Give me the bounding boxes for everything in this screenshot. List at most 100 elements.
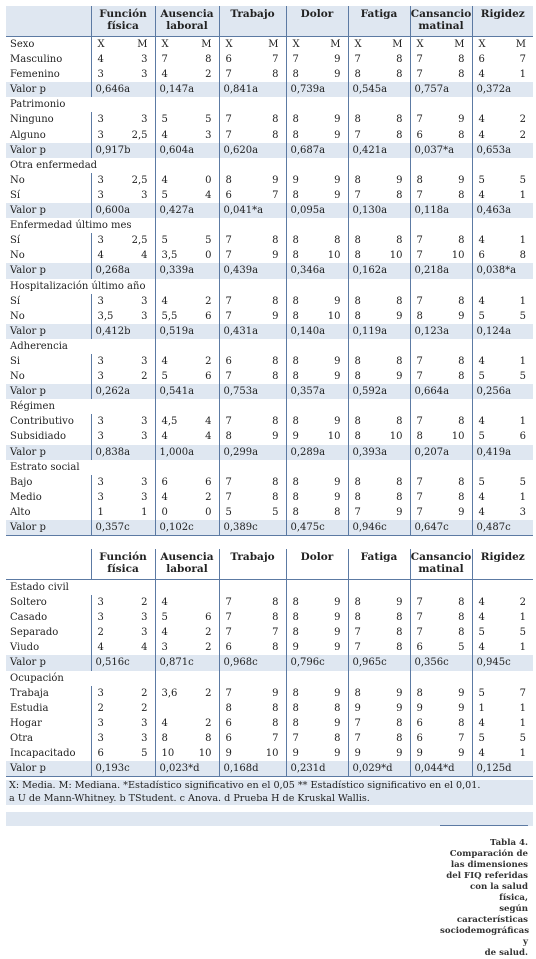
- median-value: 2: [205, 717, 212, 729]
- row-label: Sí: [10, 295, 21, 307]
- p-value-cell: 0,463a: [471, 203, 533, 219]
- p-value-cell: 0,029*d: [347, 761, 410, 778]
- p-value-cell: 0,218a: [409, 263, 472, 279]
- median-value: 3: [141, 717, 148, 729]
- stat-pair: 10 10: [156, 746, 219, 761]
- mean-value: 9: [354, 702, 361, 714]
- mean-value: 6: [478, 250, 485, 262]
- mean-value: 3: [97, 687, 104, 699]
- median-value: 8: [458, 69, 465, 81]
- mean-value: 5: [478, 627, 485, 639]
- mean-value: 5: [161, 612, 168, 624]
- mean-value: 3: [97, 597, 104, 609]
- p-value-cell: 0,357c: [90, 520, 155, 537]
- stat-pair: 8 10: [287, 248, 348, 263]
- column-header-line: Rigidez: [480, 8, 525, 20]
- row-label: No: [10, 371, 25, 383]
- median-value: 8: [458, 355, 465, 367]
- mean-value: 8: [354, 114, 361, 126]
- mean-value: 7: [354, 717, 361, 729]
- row-label: Valor p: [6, 323, 91, 339]
- median-value: 9: [272, 250, 279, 262]
- p-value-cell: 0,439a: [218, 263, 286, 279]
- empty-cell: [91, 399, 155, 414]
- row-label: Contributivo: [10, 416, 74, 428]
- median-value: 4: [205, 189, 212, 201]
- section-heading-row: Estado civil: [6, 579, 533, 596]
- row-label: Hogar: [10, 717, 42, 729]
- column-header-line: Rigidez: [480, 551, 525, 563]
- median-value: 8: [458, 717, 465, 729]
- median-value: 5: [519, 627, 526, 639]
- empty-cell: [285, 399, 348, 415]
- mean-value: 4: [478, 642, 485, 654]
- median-value: 3: [141, 310, 148, 322]
- mean-value: 9: [292, 748, 299, 760]
- table-row: No 4 4 3,5 0 7 9 8 10 8 10 7 10 6 8: [6, 248, 533, 264]
- empty-cell: [409, 459, 472, 475]
- empty-cell: [154, 459, 219, 475]
- median-value: 9: [334, 355, 341, 367]
- empty-cell: [347, 157, 410, 173]
- p-value-cell: 0,038*a: [471, 263, 533, 279]
- empty-cell: [471, 670, 533, 686]
- column-header: Dolor: [285, 6, 348, 37]
- mean-value: 5: [478, 174, 485, 186]
- empty-cell: [218, 218, 286, 234]
- p-value-cell: 0,487c: [471, 520, 533, 537]
- stat-cell: 8 10: [347, 248, 410, 264]
- section-heading-row: Adherencia: [6, 338, 533, 354]
- mean-value: 9: [292, 642, 299, 654]
- row-label: Trabaja: [10, 687, 49, 699]
- mean-value: 3: [97, 431, 104, 443]
- column-header-line: matinal: [418, 20, 464, 32]
- mean-value: 3: [97, 717, 104, 729]
- column-header-line: Fatiga: [360, 8, 398, 20]
- p-value-cell: 0,431a: [218, 323, 286, 339]
- table-row: Sexo X M X M X M X M X M X M X M: [6, 36, 533, 53]
- mean-value: 4: [161, 627, 168, 639]
- mean-value: 7: [225, 371, 232, 383]
- mean-value: 7: [416, 491, 423, 503]
- mean-value: 7: [225, 310, 232, 322]
- p-value-cell: 0,427a: [154, 203, 219, 219]
- median-value: 7: [272, 627, 279, 639]
